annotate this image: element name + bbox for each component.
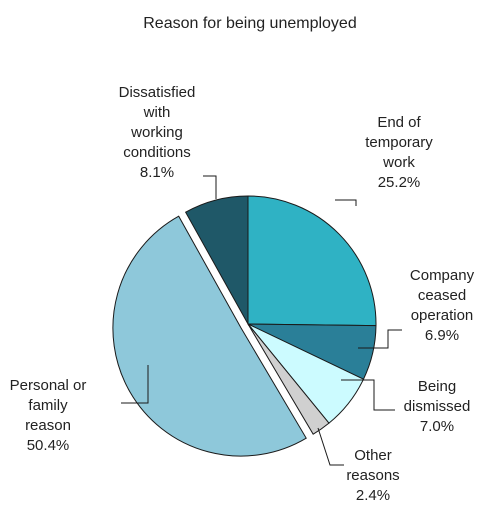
slice-name-line: working <box>130 124 183 141</box>
slice-value-label: 7.0% <box>420 418 454 435</box>
slice-value-label: 50.4% <box>27 437 70 454</box>
slice-value-label: 25.2% <box>378 174 421 191</box>
pie-slice <box>184 195 249 326</box>
slice-name-line: Dissatisfied <box>119 84 196 101</box>
slice-label: End of temporary work 25.2% <box>365 114 433 191</box>
slice-name-line: family <box>28 397 68 414</box>
slice-name-line: reason <box>25 417 71 434</box>
leader-line <box>121 365 149 404</box>
slice-name-line: Personal or <box>10 377 87 394</box>
slice-name-line: conditions <box>123 144 191 161</box>
leader-line <box>335 199 357 206</box>
pie-slice <box>112 215 307 457</box>
leader-line <box>203 175 217 199</box>
slice-label: Being dismissed 7.0% <box>404 378 471 435</box>
slice-name-line: ceased <box>418 287 466 304</box>
slice-value-label: 8.1% <box>140 164 174 181</box>
slice-value-label: 6.9% <box>425 327 459 344</box>
slice-name-line: with <box>143 104 171 121</box>
slice-label: Company ceased operation 6.9% <box>410 267 475 344</box>
slice-label: Dissatisfied with working conditions 8.1% <box>119 84 196 181</box>
leader-line <box>358 329 402 349</box>
slice-name-line: operation <box>411 307 474 324</box>
slice-name-line: temporary <box>365 134 433 151</box>
chart-title: Reason for being unemployed <box>143 15 356 32</box>
slice-name-line: Other <box>354 447 392 464</box>
slice-name-line: reasons <box>346 467 399 484</box>
slice-name-line: Company <box>410 267 475 284</box>
pie-slice <box>247 195 377 327</box>
slice-label: Other reasons 2.4% <box>346 447 399 504</box>
leader-line <box>341 379 395 411</box>
slice-name-line: dismissed <box>404 398 471 415</box>
slice-name-line: work <box>382 154 415 171</box>
pie-slice <box>247 323 330 435</box>
leader-line <box>317 427 344 466</box>
slice-name-line: End of <box>377 114 421 131</box>
slice-value-label: 2.4% <box>356 487 390 504</box>
slice-label: Personal or family reason 50.4% <box>10 377 87 454</box>
slice-name-line: Being <box>418 378 456 395</box>
